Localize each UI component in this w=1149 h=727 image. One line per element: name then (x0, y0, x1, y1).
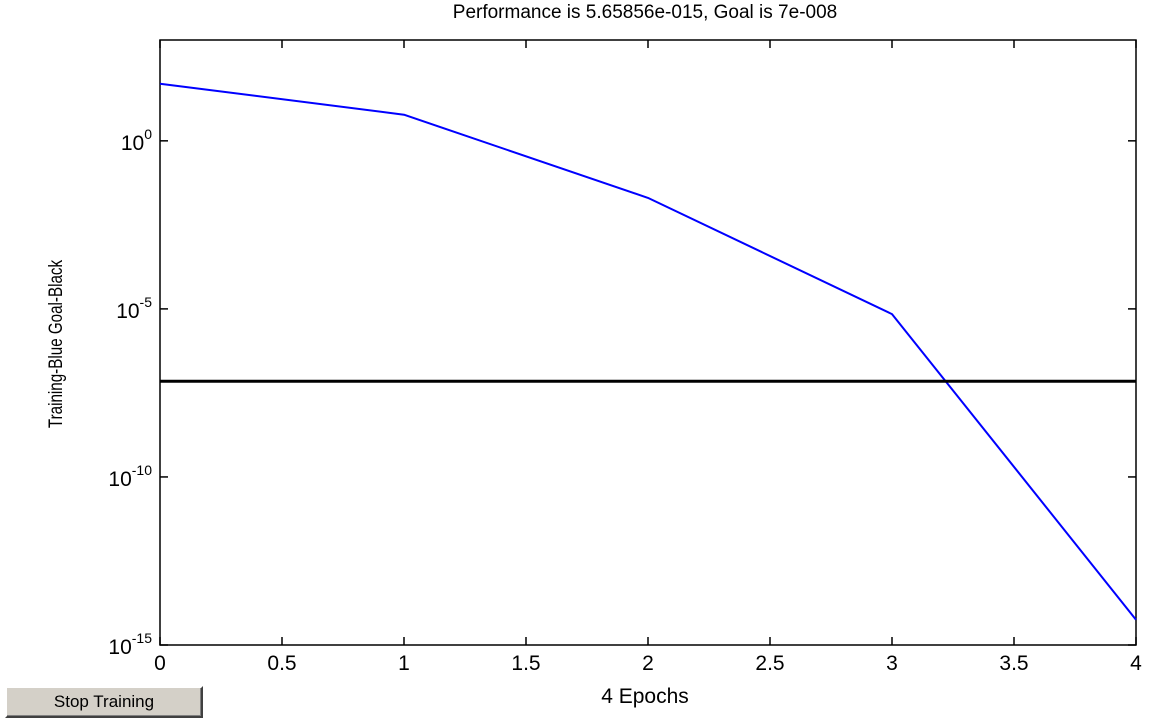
x-tick-label: 0 (154, 652, 166, 675)
x-tick-label: 1 (398, 652, 410, 675)
x-tick-label: 3.5 (999, 652, 1028, 675)
y-tick-label: 10-5 (116, 294, 152, 323)
x-tick-label: 0.5 (267, 652, 296, 675)
x-tick-label: 4 (1130, 652, 1142, 675)
y-axis-label: Training-Blue Goal-Black (44, 260, 66, 429)
chart-title: Performance is 5.65856e-015, Goal is 7e-… (453, 2, 837, 23)
training-performance-line (159, 82, 1137, 621)
y-tick-label: 100 (121, 126, 152, 155)
x-tick-label: 1.5 (511, 652, 540, 675)
x-tick-label: 2 (642, 652, 654, 675)
x-tick-label: 2.5 (755, 652, 784, 675)
y-tick-label: 10-10 (108, 462, 152, 491)
stop-training-button[interactable]: Stop Training (5, 686, 203, 718)
y-tick-label: 10-15 (108, 630, 152, 659)
x-tick-label: 3 (886, 652, 898, 675)
x-axis-label: 4 Epochs (601, 685, 689, 708)
plot-area-frame (159, 39, 1137, 646)
